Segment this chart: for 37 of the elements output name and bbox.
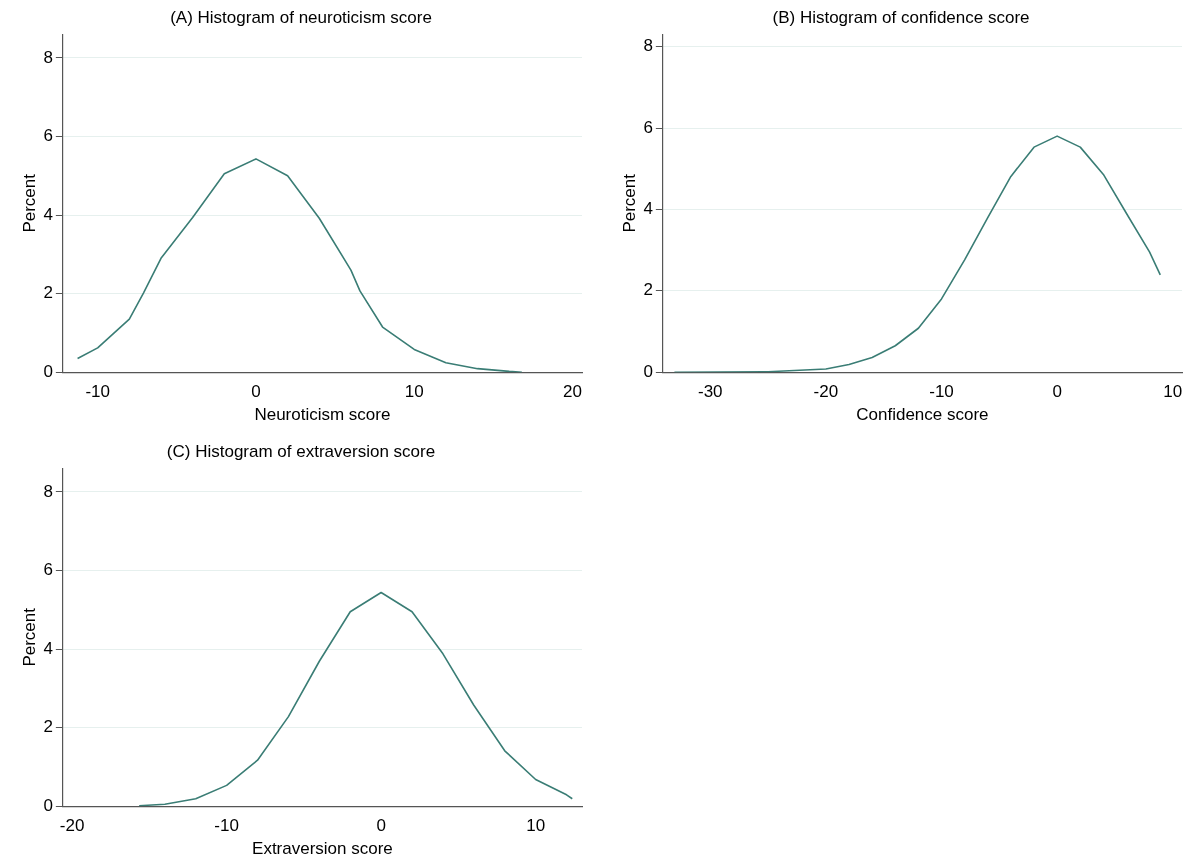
x-tick-label: 10 [404, 382, 424, 402]
chart-title: (C) Histogram of extraversion score [166, 441, 436, 461]
x-tick-label: -20 [59, 816, 85, 836]
y-tick-label: 8 [43, 47, 53, 67]
y-tick-label: 6 [43, 560, 53, 580]
y-tick-label: 2 [43, 283, 53, 303]
y-tick-label: 6 [43, 126, 53, 146]
x-tick-label: 20 [563, 382, 582, 402]
chart-title: (B) Histogram of confidence score [772, 7, 1030, 27]
y-tick-label: 0 [43, 795, 53, 815]
y-axis-title: Percent [19, 607, 39, 667]
y-tick-label: 2 [643, 280, 653, 300]
y-tick-label: 0 [43, 361, 53, 381]
x-axis-title: Confidence score [856, 405, 989, 425]
y-tick-label: 0 [643, 361, 653, 381]
x-axis-title: Neuroticism score [254, 405, 391, 425]
y-tick-label: 4 [43, 204, 53, 224]
x-tick-label: 10 [526, 816, 546, 836]
y-axis-title: Percent [619, 173, 639, 233]
chart-title: (A) Histogram of neuroticism score [170, 7, 432, 27]
x-tick-label: 0 [376, 816, 386, 836]
x-tick-label: 10 [1163, 382, 1183, 402]
y-tick-label: 4 [43, 638, 53, 658]
x-tick-label: -20 [813, 382, 839, 402]
y-axis-title: Percent [19, 173, 39, 233]
x-tick-label: 0 [1052, 382, 1062, 402]
y-tick-label: 2 [43, 717, 53, 737]
y-tick-label: 6 [643, 117, 653, 137]
x-tick-label: -10 [929, 382, 954, 402]
y-tick-label: 4 [643, 199, 653, 219]
x-tick-label: -10 [85, 382, 110, 402]
x-axis-title: Extraversion score [252, 839, 393, 859]
x-tick-label: -30 [697, 382, 723, 402]
x-tick-label: 0 [251, 382, 261, 402]
y-tick-label: 8 [43, 481, 53, 501]
y-tick-label: 8 [643, 36, 653, 56]
x-tick-label: -10 [214, 816, 239, 836]
